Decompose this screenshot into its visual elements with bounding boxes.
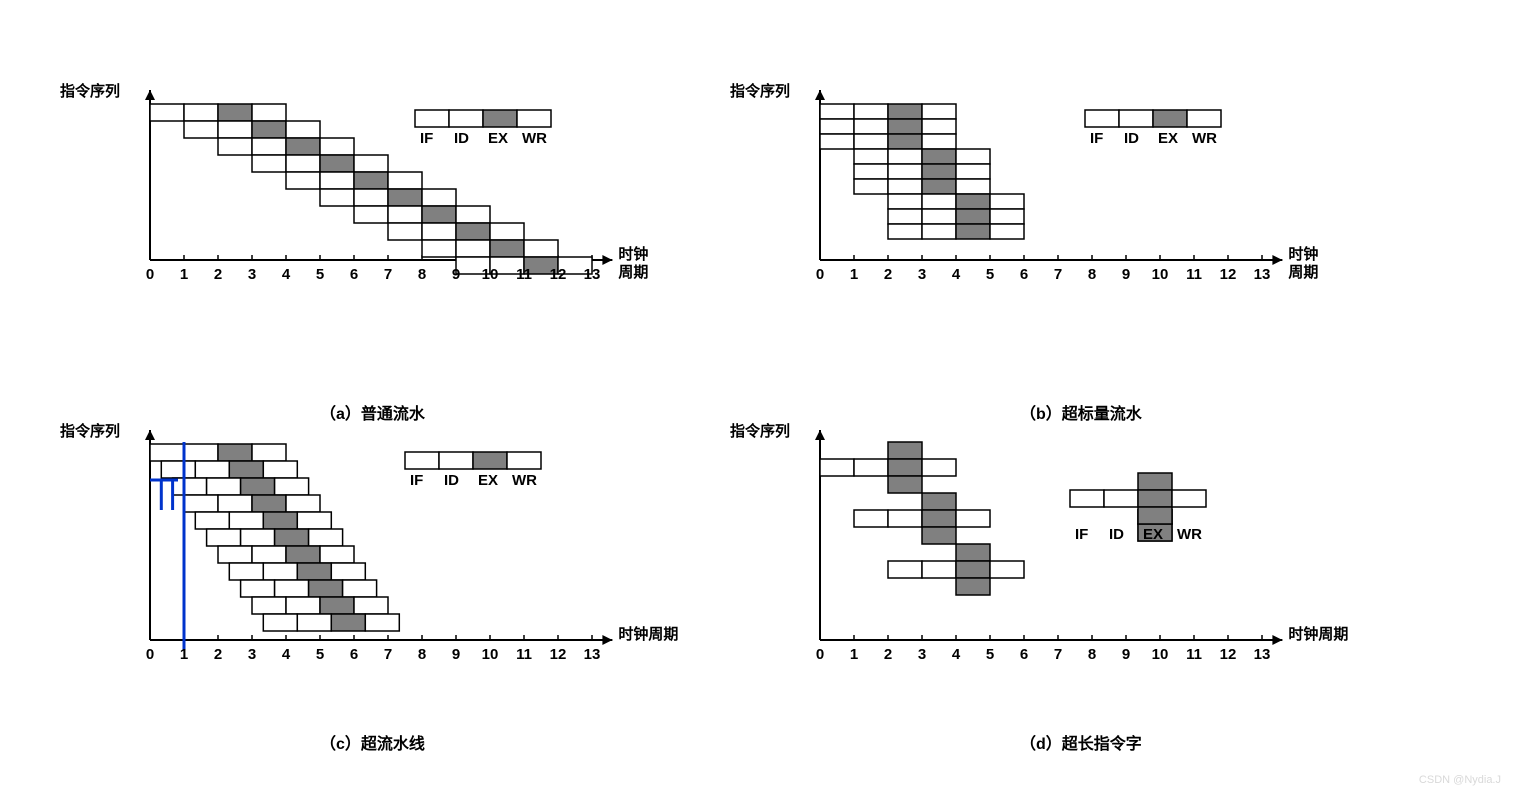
xtick-d-8: 8: [1088, 646, 1096, 663]
xtick-c-13: 13: [584, 646, 601, 663]
xtick-a-8: 8: [418, 266, 426, 283]
xtick-c-10: 10: [482, 646, 499, 663]
xtick-a-12: 12: [550, 266, 567, 283]
xtick-a-9: 9: [452, 266, 460, 283]
xlabel-d: 时钟周期: [1288, 626, 1348, 644]
xtick-a-1: 1: [180, 266, 188, 283]
legend-b-IF: IF: [1090, 130, 1103, 147]
xlabel-b: 时钟周期: [1288, 246, 1318, 282]
legend-c-WR: WR: [512, 472, 537, 489]
chart-d: [730, 420, 1390, 720]
xtick-b-1: 1: [850, 266, 858, 283]
legend-d-WR: WR: [1177, 526, 1202, 543]
xtick-d-10: 10: [1152, 646, 1169, 663]
xtick-b-13: 13: [1254, 266, 1271, 283]
xtick-b-3: 3: [918, 266, 926, 283]
xtick-c-3: 3: [248, 646, 256, 663]
legend-a-WR: WR: [522, 130, 547, 147]
xtick-a-4: 4: [282, 266, 290, 283]
xtick-c-8: 8: [418, 646, 426, 663]
xtick-b-12: 12: [1220, 266, 1237, 283]
xtick-a-2: 2: [214, 266, 222, 283]
legend-a-EX: EX: [488, 130, 508, 147]
legend-a-ID: ID: [454, 130, 469, 147]
xtick-b-4: 4: [952, 266, 960, 283]
xtick-c-2: 2: [214, 646, 222, 663]
xtick-a-6: 6: [350, 266, 358, 283]
caption-d: （d）超长指令字: [1020, 730, 1142, 754]
legend-a-IF: IF: [420, 130, 433, 147]
xtick-c-9: 9: [452, 646, 460, 663]
legend-c-EX: EX: [478, 472, 498, 489]
xlabel-c: 时钟周期: [618, 626, 678, 644]
panel-b: 指令序列时钟周期012345678910111213IFIDEXWR（b）超标量…: [730, 80, 1390, 370]
legend-d-IF: IF: [1075, 526, 1088, 543]
xtick-d-9: 9: [1122, 646, 1130, 663]
legend-b-ID: ID: [1124, 130, 1139, 147]
xtick-b-8: 8: [1088, 266, 1096, 283]
xtick-b-2: 2: [884, 266, 892, 283]
watermark: CSDN @Nydia.J: [1419, 774, 1501, 786]
panel-d: 指令序列时钟周期012345678910111213IFIDEXWR（d）超长指…: [730, 420, 1390, 720]
xtick-b-0: 0: [816, 266, 824, 283]
chart-c: [60, 420, 720, 720]
legend-c-ID: ID: [444, 472, 459, 489]
xtick-d-6: 6: [1020, 646, 1028, 663]
xtick-a-0: 0: [146, 266, 154, 283]
xtick-c-11: 11: [516, 646, 532, 663]
xtick-c-4: 4: [282, 646, 290, 663]
xtick-c-6: 6: [350, 646, 358, 663]
xtick-a-3: 3: [248, 266, 256, 283]
xtick-b-11: 11: [1186, 266, 1202, 283]
xtick-d-3: 3: [918, 646, 926, 663]
xtick-c-1: 1: [180, 646, 188, 663]
ylabel-c: 指令序列: [60, 420, 120, 441]
panel-a: 指令序列时钟周期012345678910111213IFIDEXWR（a）普通流…: [60, 80, 720, 370]
xtick-a-13: 13: [584, 266, 601, 283]
xtick-c-0: 0: [146, 646, 154, 663]
xtick-a-7: 7: [384, 266, 392, 283]
xtick-d-11: 11: [1186, 646, 1202, 663]
xtick-d-1: 1: [850, 646, 858, 663]
xtick-c-5: 5: [316, 646, 324, 663]
legend-b-EX: EX: [1158, 130, 1178, 147]
ylabel-d: 指令序列: [730, 420, 790, 441]
legend-d-ID: ID: [1109, 526, 1124, 543]
chart-b: [730, 80, 1390, 370]
xtick-d-5: 5: [986, 646, 994, 663]
xtick-d-4: 4: [952, 646, 960, 663]
xtick-b-7: 7: [1054, 266, 1062, 283]
xtick-a-5: 5: [316, 266, 324, 283]
panel-c: 指令序列时钟周期012345678910111213IFIDEXWR（c）超流水…: [60, 420, 720, 720]
legend-b-WR: WR: [1192, 130, 1217, 147]
xtick-d-12: 12: [1220, 646, 1237, 663]
xtick-b-5: 5: [986, 266, 994, 283]
xtick-a-10: 10: [482, 266, 499, 283]
legend-d-EX: EX: [1143, 526, 1163, 543]
xtick-d-0: 0: [816, 646, 824, 663]
ylabel-b: 指令序列: [730, 80, 790, 101]
xtick-d-13: 13: [1254, 646, 1271, 663]
xtick-a-11: 11: [516, 266, 532, 283]
ylabel-a: 指令序列: [60, 80, 120, 101]
chart-a: [60, 80, 720, 370]
caption-c: （c）超流水线: [320, 730, 425, 754]
legend-c-IF: IF: [410, 472, 423, 489]
xlabel-a: 时钟周期: [618, 246, 648, 282]
xtick-c-12: 12: [550, 646, 567, 663]
xtick-b-9: 9: [1122, 266, 1130, 283]
xtick-c-7: 7: [384, 646, 392, 663]
xtick-b-6: 6: [1020, 266, 1028, 283]
xtick-d-2: 2: [884, 646, 892, 663]
xtick-b-10: 10: [1152, 266, 1169, 283]
xtick-d-7: 7: [1054, 646, 1062, 663]
